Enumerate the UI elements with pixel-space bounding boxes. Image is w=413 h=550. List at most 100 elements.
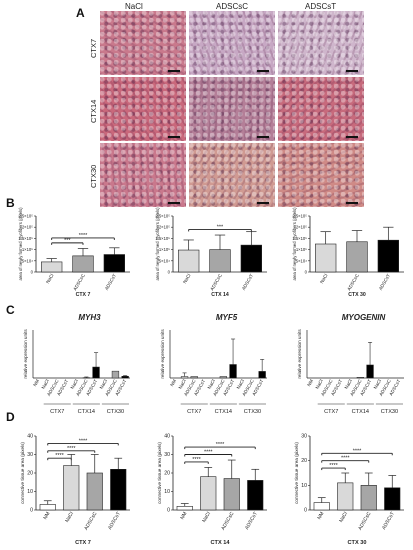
group-label: CTX7 <box>324 409 338 415</box>
category-label: NaCl <box>236 379 245 390</box>
y-axis-label: relative expression units <box>297 329 302 379</box>
category-label: ADSCsC <box>72 272 86 291</box>
bar <box>178 249 200 273</box>
histology-tile-ctx7-adscst <box>278 11 364 75</box>
category-label: ADSCsT <box>107 511 122 531</box>
row-header-ctx14: CTX14 <box>89 99 98 123</box>
category-label: ADSCsT <box>244 511 259 531</box>
bar <box>63 465 80 511</box>
y-tick-label: 40 <box>164 434 170 440</box>
bar <box>110 468 127 511</box>
scale-bar <box>168 70 180 72</box>
category-label: NM <box>169 378 177 387</box>
category-label: NaCl <box>319 273 328 284</box>
histology-tile-ctx30-nacl <box>100 143 186 207</box>
scale-bar <box>168 202 180 204</box>
panel-label-b: B <box>6 196 15 210</box>
scale-bar <box>346 202 358 204</box>
category-label: ADSCsT <box>104 273 117 291</box>
scale-bar <box>168 136 180 138</box>
y-axis-label: connective tissue area (pixels) <box>294 442 299 504</box>
bar <box>121 376 129 379</box>
y-tick-label: 1.5×10⁵ <box>155 236 170 241</box>
column-header-adscst: ADSCsT <box>305 2 337 11</box>
y-tick-label: 10 <box>301 483 307 489</box>
significance-label: **** <box>353 448 362 454</box>
chart-title: MYOGENIN <box>342 313 386 322</box>
chart-title: MYF5 <box>216 313 238 322</box>
category-label: NaCl <box>373 379 382 390</box>
y-tick-label: 1×10⁵ <box>159 247 170 252</box>
category-label: NaCl <box>177 379 186 390</box>
bar <box>39 504 56 511</box>
bar <box>92 366 100 379</box>
category-label: NaCl <box>201 511 212 524</box>
category-label: NaCl <box>182 273 191 284</box>
y-tick-label: 30 <box>301 434 307 440</box>
y-axis-label: area of newly formed myofibers (pixels) <box>292 207 297 281</box>
bar <box>377 239 399 273</box>
significance-label: **** <box>341 456 350 462</box>
scale-bar <box>346 136 358 138</box>
group-label: CTX30 <box>107 409 124 415</box>
category-label: NaCl <box>40 379 49 390</box>
y-tick-label: 0 <box>305 270 308 275</box>
category-label: ADSCsC <box>220 511 235 532</box>
histology-tile-ctx14-nacl <box>100 77 186 141</box>
y-tick-label: 0 <box>167 508 170 514</box>
category-label: NaCl <box>70 379 79 390</box>
group-label: CTX7 <box>187 409 201 415</box>
y-tick-label: 0 <box>31 270 34 275</box>
category-label: NaCl <box>338 511 349 524</box>
bar <box>258 371 266 379</box>
y-tick-label: 1×10⁵ <box>296 247 307 252</box>
y-axis-label: connective tissue area (pixels) <box>157 442 162 504</box>
bar <box>86 472 103 511</box>
significance-label: **** <box>216 442 225 448</box>
column-header-nacl: NaCl <box>125 2 143 11</box>
significance-label: **** <box>79 438 88 444</box>
significance-label: *** <box>64 238 71 244</box>
bar <box>247 480 264 511</box>
y-axis-label: area of newly formed myofibers (pixels) <box>18 207 23 281</box>
group-label: CTX30 <box>244 409 261 415</box>
y-tick-label: 30 <box>164 452 170 458</box>
category-label: NaCl <box>45 273 54 284</box>
category-label: ADSCsC <box>83 511 98 532</box>
histology-tile-ctx7-nacl <box>100 11 186 75</box>
category-label: ADSCsT <box>378 273 391 291</box>
x-axis-label: CTX 14 <box>211 292 229 298</box>
group-label: CTX30 <box>381 409 398 415</box>
bar <box>313 502 330 511</box>
category-label: ADSCsT <box>241 273 254 291</box>
y-tick-label: 1.5×10⁵ <box>18 236 33 241</box>
category-label: NaCl <box>314 379 323 390</box>
bar <box>103 254 125 273</box>
category-label: NaCl <box>99 379 108 390</box>
bar <box>337 482 354 511</box>
y-tick-label: 2.5×10⁵ <box>18 214 33 219</box>
histology-tile-ctx7-adscsc <box>189 11 275 75</box>
histology-tile-ctx14-adscsc <box>189 77 275 141</box>
bar <box>111 370 120 379</box>
row-header-ctx7: CTX7 <box>89 38 98 58</box>
scale-bar <box>257 136 269 138</box>
significance-label: **** <box>192 457 201 463</box>
y-tick-label: 2×10⁵ <box>296 225 307 230</box>
row-header-ctx30: CTX30 <box>89 164 98 188</box>
bar <box>223 478 240 511</box>
y-axis-label: connective tissue area (pixels) <box>20 442 25 504</box>
bar <box>190 376 198 379</box>
y-tick-label: 0 <box>168 270 171 275</box>
category-label: NaCl <box>64 511 75 524</box>
category-label: ADSCsC <box>357 511 372 532</box>
y-tick-label: 10 <box>164 489 170 495</box>
column-header-adscsc: ADSCsC <box>216 2 249 11</box>
bar <box>346 241 368 273</box>
x-axis-label: CTX 30 <box>348 292 366 298</box>
group-label: CTX14 <box>78 409 95 415</box>
